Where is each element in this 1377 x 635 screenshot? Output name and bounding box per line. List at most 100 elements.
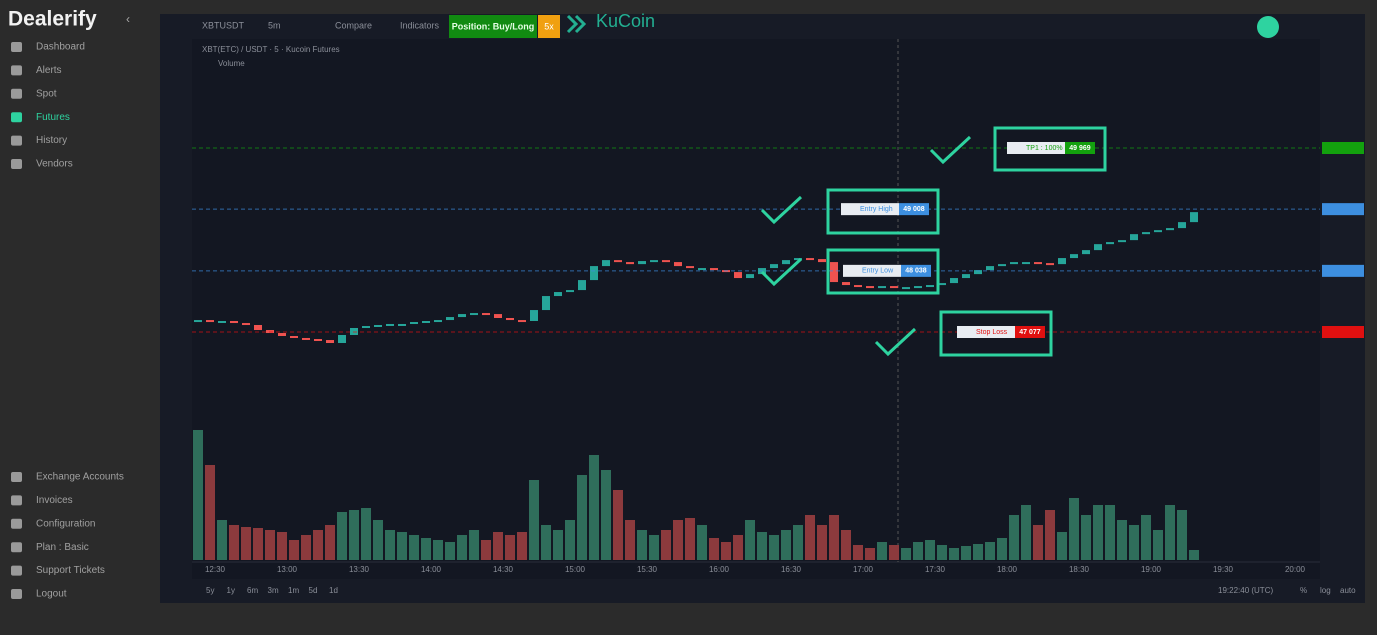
candle-body [1190, 212, 1198, 223]
candle-body [1046, 263, 1054, 266]
highlight-box [826, 248, 940, 295]
volume-bar [757, 532, 767, 560]
compare[interactable]: Compare [335, 20, 372, 30]
candle-body [926, 285, 934, 288]
volume-bar [649, 535, 659, 560]
volume-bar [793, 525, 803, 560]
nav-item[interactable]: Logout [36, 589, 67, 600]
highlight-box [826, 188, 940, 235]
volume-bar [241, 527, 251, 560]
candle-body [506, 318, 514, 321]
check [760, 257, 803, 287]
volume-bar [721, 542, 731, 560]
symbol[interactable]: XBTUSDT [202, 20, 245, 30]
volume-bar [781, 530, 791, 560]
nav-item[interactable]: Dashboard [36, 42, 85, 53]
range-button[interactable]: 5y [206, 586, 214, 595]
candle-body [302, 337, 310, 340]
level-value: 47 077 [1019, 329, 1041, 336]
range-button[interactable]: 6m [247, 586, 258, 595]
volume-bar [1093, 505, 1103, 560]
volume-bar [421, 538, 431, 560]
nav-item[interactable]: Spot [36, 88, 57, 99]
candle-body [530, 310, 538, 321]
candle-body [494, 314, 502, 319]
candle-body [518, 320, 526, 323]
nav-item[interactable]: Vendors [36, 159, 73, 170]
nav-item[interactable]: Configuration [36, 518, 95, 529]
nav-item[interactable]: Futures [36, 112, 70, 123]
x-tick-label: 19:00 [1141, 565, 1162, 574]
range-button[interactable]: 1y [227, 586, 235, 595]
position-button[interactable] [449, 15, 537, 38]
volume-bar [397, 532, 407, 560]
candle-body [386, 323, 394, 326]
leverage[interactable]: 5x [544, 21, 554, 31]
candle-body [314, 338, 322, 341]
candle-body [770, 264, 778, 269]
level-name: Entry Low [862, 268, 894, 275]
volume-bar [1105, 505, 1115, 560]
volume-bar [337, 512, 347, 560]
candle-body [278, 333, 286, 337]
candle-body [326, 340, 334, 344]
candle-body [602, 260, 610, 267]
indicators[interactable]: Indicators [400, 20, 440, 30]
volume-bar [1177, 510, 1187, 560]
nav-icon [11, 518, 22, 529]
candle-body [818, 259, 826, 263]
position[interactable]: Position: Buy/Long [452, 21, 535, 31]
candle-body [686, 266, 694, 269]
nav-item[interactable]: Plan : Basic [36, 542, 89, 553]
volume-bar [541, 525, 551, 560]
volume-bar [229, 525, 239, 560]
range-button[interactable]: 1m [288, 586, 299, 595]
range-button[interactable]: 5d [309, 586, 318, 595]
chart-title: XBT(ETC) / USDT · 5 · Kucoin Futures [202, 45, 340, 54]
volume-bar [1069, 498, 1079, 560]
candle-body [890, 286, 898, 289]
volume-bar [877, 542, 887, 560]
volume-bar [1045, 510, 1055, 560]
nav-icon [11, 159, 22, 169]
collapse-icon[interactable]: ‹ [126, 12, 130, 26]
chart-panel [160, 14, 1365, 603]
volume-bar [1021, 505, 1031, 560]
nav-item[interactable]: Invoices [36, 495, 73, 506]
leverage-button[interactable] [538, 15, 560, 38]
scale-option[interactable]: auto [1340, 586, 1356, 595]
x-tick-label: 19:30 [1213, 565, 1234, 574]
candle-body [1166, 228, 1174, 231]
level-value-box [901, 264, 931, 277]
nav-icon [11, 112, 22, 123]
x-tick-label: 20:00 [1285, 565, 1306, 574]
x-tick-label: 18:00 [997, 565, 1018, 574]
nav-item[interactable]: Support Tickets [36, 565, 105, 576]
scale-option[interactable]: % [1300, 586, 1307, 595]
tool-column [160, 39, 192, 603]
interval[interactable]: 5m [268, 20, 281, 30]
volume-bar [205, 465, 215, 560]
nav-item[interactable]: Exchange Accounts [36, 472, 124, 483]
candle-body [914, 286, 922, 289]
nav-item[interactable]: Alerts [36, 65, 62, 76]
nav-icon [11, 65, 22, 76]
volume-bar [613, 490, 623, 560]
candle-body [230, 320, 238, 324]
candle-body [614, 260, 622, 263]
range-button[interactable]: 3m [268, 586, 279, 595]
volume-bar [277, 532, 287, 560]
candle-body [842, 282, 850, 286]
volume-bar [253, 528, 263, 560]
candle-body [674, 262, 682, 267]
nav-icon [11, 542, 22, 553]
candle-body [902, 287, 910, 290]
scale-option[interactable]: log [1320, 586, 1331, 595]
clock: 19:22:40 (UTC) [1218, 586, 1273, 595]
avatar[interactable] [1257, 16, 1279, 38]
x-tick-label: 14:30 [493, 565, 514, 574]
range-button[interactable]: 1d [329, 586, 338, 595]
candle-body [866, 286, 874, 289]
nav-item[interactable]: History [36, 135, 67, 146]
level-value-box [1065, 142, 1095, 154]
